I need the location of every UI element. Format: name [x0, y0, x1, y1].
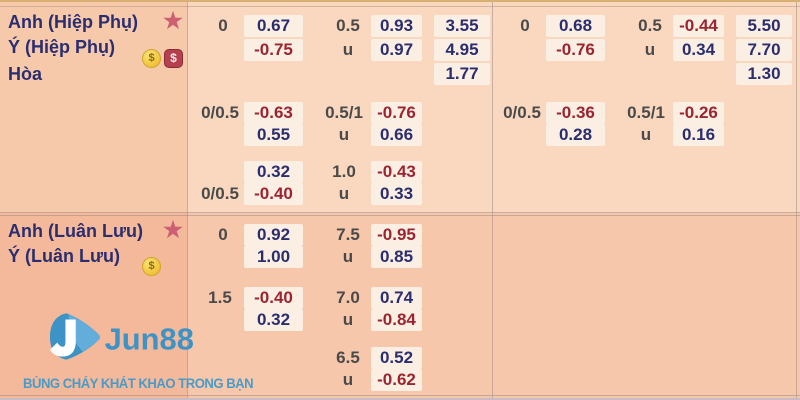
svg-text:Jun88: Jun88 — [105, 321, 194, 356]
